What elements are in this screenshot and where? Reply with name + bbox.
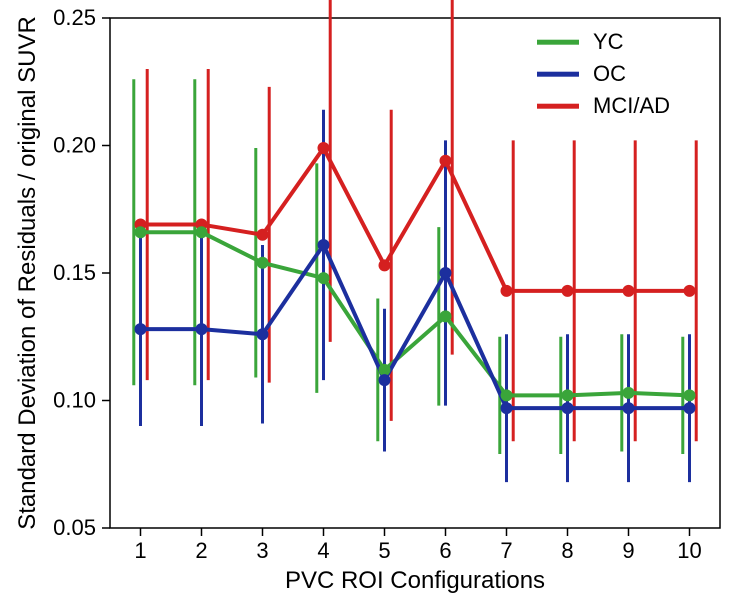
marker [623, 403, 634, 414]
marker [684, 285, 695, 296]
marker [501, 390, 512, 401]
marker [684, 390, 695, 401]
x-axis-label: PVC ROI Configurations [285, 567, 545, 594]
ytick-label: 0.10 [53, 388, 96, 413]
marker [684, 403, 695, 414]
xtick-label: 3 [256, 538, 268, 563]
ytick-label: 0.15 [53, 260, 96, 285]
xtick-label: 5 [378, 538, 390, 563]
marker [440, 311, 451, 322]
legend-swatch-yc [537, 40, 579, 45]
xtick-label: 1 [134, 538, 146, 563]
xtick-label: 7 [500, 538, 512, 563]
legend-swatch-oc [537, 72, 579, 77]
chart-svg: 1 2 3 4 5 6 7 8 9 10 0.05 0.10 0.15 0.20 0.25 PVC ROI C… [0, 0, 750, 599]
legend-label-yc: YC [593, 29, 624, 54]
marker [318, 143, 329, 154]
marker [135, 324, 146, 335]
marker [440, 268, 451, 279]
xtick-label: 9 [622, 538, 634, 563]
xtick-label: 10 [677, 538, 701, 563]
xtick-label: 2 [195, 538, 207, 563]
marker [440, 155, 451, 166]
marker [562, 285, 573, 296]
ytick-label: 0.20 [53, 133, 96, 158]
legend-swatch-mciad [537, 104, 579, 109]
xtick-label: 8 [561, 538, 573, 563]
marker [318, 239, 329, 250]
ytick-label: 0.25 [53, 5, 96, 30]
legend-label-mciad: MCI/AD [593, 93, 670, 118]
marker [623, 387, 634, 398]
marker [562, 390, 573, 401]
marker [257, 329, 268, 340]
marker [135, 227, 146, 238]
marker [318, 273, 329, 284]
marker [196, 324, 207, 335]
chart-root: 1 2 3 4 5 6 7 8 9 10 0.05 0.10 0.15 0.20 0.25 PVC ROI C… [0, 0, 750, 599]
marker [562, 403, 573, 414]
marker [257, 257, 268, 268]
ytick-label: 0.05 [53, 515, 96, 540]
legend-label-oc: OC [593, 61, 626, 86]
marker [501, 285, 512, 296]
xtick-label: 4 [317, 538, 329, 563]
xtick-label: 6 [439, 538, 451, 563]
marker [379, 375, 390, 386]
marker [257, 229, 268, 240]
marker [623, 285, 634, 296]
marker [379, 364, 390, 375]
marker [379, 260, 390, 271]
marker [196, 227, 207, 238]
marker [501, 403, 512, 414]
y-axis-label: Standard Deviation of Residuals / origin… [14, 16, 41, 530]
